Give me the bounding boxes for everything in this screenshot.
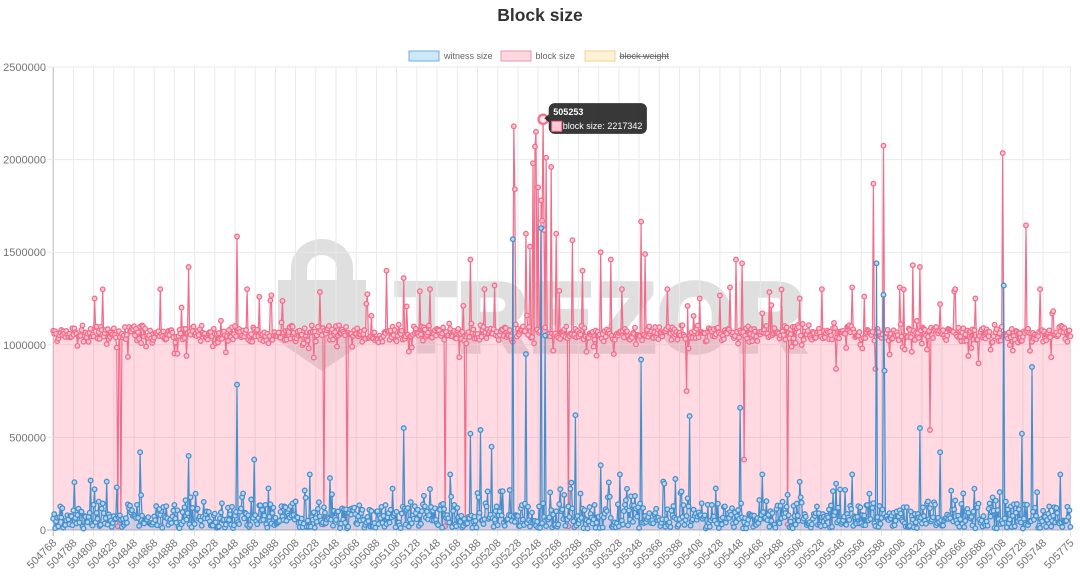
svg-text:witness size: witness size	[443, 51, 493, 61]
svg-text:1000000: 1000000	[3, 340, 46, 352]
svg-text:505253: 505253	[553, 107, 583, 117]
svg-text:500000: 500000	[9, 432, 46, 444]
svg-text:block size: block size	[536, 51, 576, 61]
svg-text:Block size: Block size	[497, 5, 583, 25]
svg-text:0: 0	[40, 525, 46, 537]
svg-text:block size: 2217342: block size: 2217342	[563, 121, 643, 131]
svg-text:2500000: 2500000	[3, 62, 46, 74]
svg-text:block weight: block weight	[620, 51, 670, 61]
svg-text:1500000: 1500000	[3, 247, 46, 259]
svg-text:2000000: 2000000	[3, 155, 46, 167]
